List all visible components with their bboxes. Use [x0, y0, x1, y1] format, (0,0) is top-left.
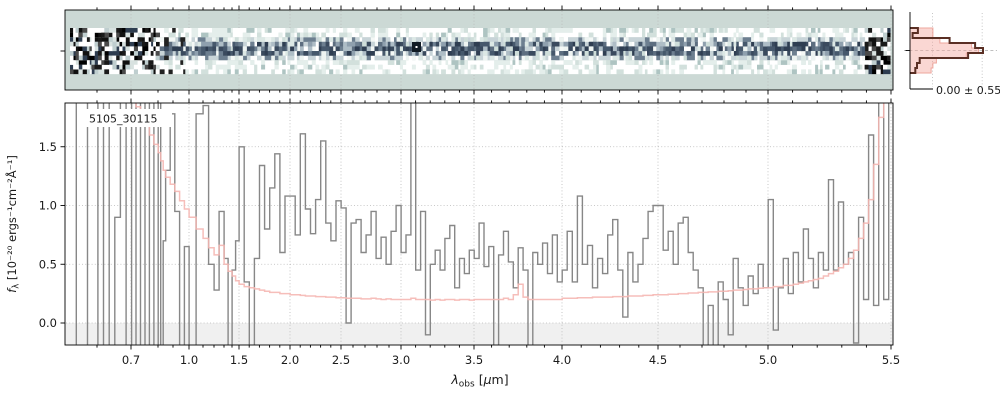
2d-frame — [64, 9, 894, 91]
x-tick-label: 5.0 — [759, 353, 777, 367]
main-gridlines — [66, 104, 892, 344]
2d-blob-center — [415, 46, 418, 48]
panel-2d-spectrum — [60, 5, 894, 95]
2d-noise-texture — [70, 28, 891, 75]
x-tick-label: 1.5 — [230, 353, 248, 367]
main-frame — [64, 102, 894, 346]
hist-spine — [905, 12, 933, 90]
x-axis-label: λobs [μm] — [450, 372, 508, 390]
main-axis-ticks — [60, 98, 892, 350]
hist-gridlines — [932, 13, 983, 87]
y-tick-label: 0.0 — [39, 316, 57, 330]
tick-labels: 0.7 1.0 1.5 2.0 2.5 3.0 3.5 4.0 4.5 5.0 5.5 0.0 0.5 1… — [39, 140, 900, 367]
hist-fill-steps — [909, 27, 980, 74]
x-tick-label: 5.5 — [882, 353, 900, 367]
source-id-label-background — [84, 109, 172, 127]
x-tick-label: 4.0 — [553, 353, 571, 367]
x-tick-label: 2.0 — [281, 353, 299, 367]
x-tick-label: 3.0 — [392, 353, 410, 367]
flux-step-line — [75, 103, 890, 345]
panel-histogram — [904, 12, 997, 90]
y-tick-label: 1.0 — [39, 199, 57, 213]
panel-1d-spectrum: 0.7 1.0 1.5 2.0 2.5 3.0 3.5 4.0 4.5 5.0 5.5 0.0 0.5 1… — [39, 98, 900, 367]
negative-flux-band — [65, 323, 893, 345]
y-axis-label: fλ [10⁻²⁰ ergs⁻¹cm⁻²Å⁻¹] — [4, 155, 22, 293]
hist-stats-label: 0.00 ± 0.55 — [936, 84, 1000, 97]
x-tick-label: 4.5 — [649, 353, 667, 367]
y-tick-label: 1.5 — [39, 140, 57, 154]
spectrum-data-layer — [75, 103, 890, 345]
y-tick-label: 0.5 — [39, 257, 57, 271]
x-tick-label: 1.0 — [180, 353, 198, 367]
uncertainty-step-line — [135, 103, 885, 301]
x-tick-label: 0.7 — [122, 353, 140, 367]
x-tick-label: 2.5 — [332, 353, 350, 367]
source-id-label: 5105_30115 — [89, 113, 158, 126]
x-tick-label: 3.5 — [465, 353, 483, 367]
2d-axis-ticks — [60, 5, 892, 95]
hist-outline-steps — [910, 27, 984, 74]
